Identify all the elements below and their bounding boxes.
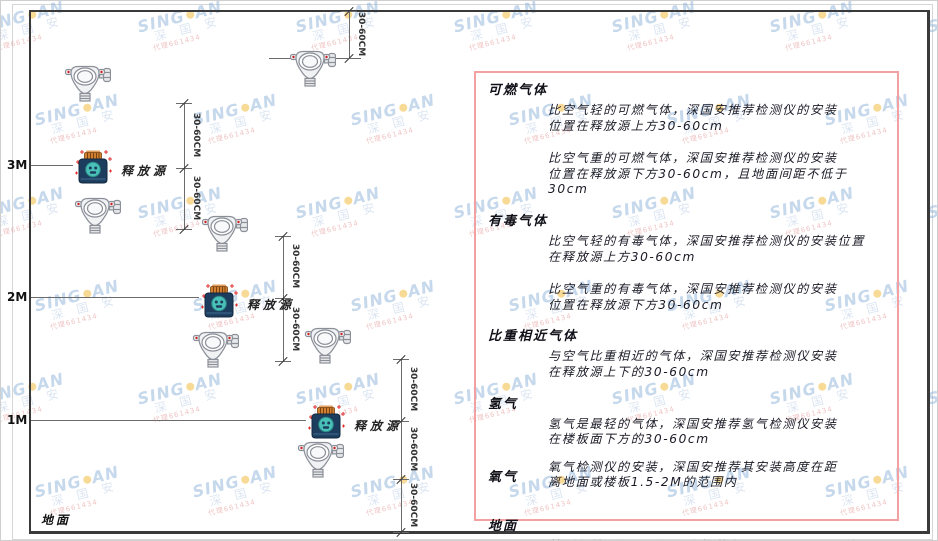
level-line bbox=[31, 165, 73, 166]
panel-section: 氧气 氧气检测仪的安装，深国安推荐其安装高度在距 离地面或楼板1.5-2M的范围内 bbox=[488, 460, 883, 491]
para-line: 在楼板面下方的30-60cm bbox=[548, 432, 710, 447]
dimension-line bbox=[401, 359, 402, 532]
gas-detector-icon bbox=[73, 195, 122, 235]
para-line: 氧气检测仪的安装，深国安推荐其安装高度在距 bbox=[548, 459, 838, 474]
level-line bbox=[31, 420, 306, 421]
ceiling-line bbox=[29, 10, 929, 12]
para-line: 比空气轻的可燃气体，深国安推荐检测仪的安装 bbox=[548, 103, 838, 117]
para-line: 离地面或楼板1.5-2M的范围内 bbox=[548, 475, 738, 490]
para-line: 比空气轻的有毒气体，深国安推荐检测仪的安装位置 bbox=[548, 233, 866, 248]
gas-detector-icon bbox=[63, 63, 112, 103]
release-source-label: 释放源 bbox=[354, 419, 403, 433]
right-wall-line bbox=[927, 10, 930, 534]
section-paragraph: 比空气重的有毒气体，深国安推荐检测仪的安装 位置在释放源下方30-60cm bbox=[548, 282, 883, 313]
gas-detector-icon bbox=[303, 325, 352, 365]
release-source-icon bbox=[71, 149, 115, 187]
dimension-label: 30-60CM bbox=[408, 426, 418, 472]
section-body: 检测仪地面间距，深国安推荐在30-60cm，且不得小于30cm，因为过低容易水溅… bbox=[488, 539, 883, 540]
dimension-label: 30-60CM bbox=[356, 11, 366, 56]
section-heading: 比重相近气体 bbox=[488, 329, 579, 345]
section-body: 与空气比重相近的气体，深国安推荐检测仪安装 在释放源上下的30-60cm bbox=[488, 349, 883, 380]
section-heading: 氢气 bbox=[488, 396, 519, 412]
section-body: 氧气检测仪的安装，深国安推荐其安装高度在距 离地面或楼板1.5-2M的范围内 bbox=[488, 460, 883, 491]
info-panel: 可燃气体 比空气轻的可燃气体，深国安推荐检测仪的安装 位置在释放源上方30-60c… bbox=[474, 71, 899, 540]
para-line: 比空气重的可燃气体，深国安推荐检测仪的安装 bbox=[548, 151, 838, 166]
section-heading: 可燃气体 bbox=[488, 83, 549, 98]
left-axis-line bbox=[29, 10, 31, 534]
panel-section: 地面 检测仪地面间距，深国安推荐在30-60cm，且不得小于30cm，因为过低容… bbox=[488, 515, 883, 540]
para-line: 30cm bbox=[548, 182, 589, 197]
para-line: 在释放源上方30-60cm bbox=[548, 249, 696, 264]
release-source-label: 释放源 bbox=[247, 298, 296, 312]
ground-line bbox=[29, 531, 929, 534]
gas-detector-icon bbox=[191, 329, 240, 369]
section-paragraph: 氧气检测仪的安装，深国安推荐其安装高度在距 离地面或楼板1.5-2M的范围内 bbox=[548, 460, 883, 491]
section-body: 比空气轻的可燃气体，深国安推荐检测仪的安装 位置在释放源上方30-60cm 比空气重… bbox=[488, 103, 883, 198]
gas-detector-icon bbox=[288, 48, 337, 88]
section-body: 氢气是最轻的气体，深国安推荐氢气检测仪安装 在楼板面下方的30-60cm bbox=[488, 417, 883, 448]
gas-detector-icon bbox=[296, 439, 345, 479]
section-paragraph: 比空气轻的有毒气体，深国安推荐检测仪的安装位置 在释放源上方30-60cm bbox=[548, 234, 883, 265]
dimension-line bbox=[349, 11, 350, 58]
level-line bbox=[31, 297, 199, 298]
section-heading: 有毒气体 bbox=[488, 213, 549, 229]
dimension-label: 30-60CM bbox=[408, 482, 418, 527]
section-paragraph: 比空气重的可燃气体，深国安推荐检测仪的安装 位置在释放源下方30-60cm，且地面… bbox=[548, 151, 883, 198]
panel-section: 比重相近气体 与空气比重相近的气体，深国安推荐检测仪安装 在释放源上下的30-60… bbox=[488, 325, 883, 380]
section-paragraph: 检测仪地面间距，深国安推荐在30-60cm，且不得小于30cm，因为过低容易水溅… bbox=[548, 539, 883, 540]
para-line: 与空气比重相近的气体，深国安推荐检测仪安装 bbox=[548, 349, 838, 364]
section-heading: 氧气 bbox=[488, 469, 519, 485]
dimension-label: 30-60CM bbox=[290, 243, 300, 289]
release-source-icon bbox=[304, 404, 348, 442]
dimension-label: 30-60CM bbox=[191, 112, 201, 157]
release-source-label: 释放源 bbox=[121, 164, 170, 178]
level-label: 2M bbox=[7, 290, 28, 304]
panel-section: 氢气 氢气是最轻的气体，深国安推荐氢气检测仪安装 在楼板面下方的30-60cm bbox=[488, 393, 883, 448]
section-paragraph: 比空气轻的可燃气体，深国安推荐检测仪的安装 位置在释放源上方30-60cm bbox=[548, 103, 883, 134]
para-line: 位置在释放源下方30-60cm bbox=[548, 297, 724, 312]
gas-detector-icon bbox=[200, 213, 249, 253]
para-line: 位置在释放源上方30-60cm bbox=[548, 118, 724, 133]
section-heading: 地面 bbox=[488, 518, 519, 534]
para-line: 氢气是最轻的气体，深国安推荐氢气检测仪安装 bbox=[548, 416, 838, 431]
section-paragraph: 氢气是最轻的气体，深国安推荐氢气检测仪安装 在楼板面下方的30-60cm bbox=[548, 417, 883, 448]
level-label: 3M bbox=[7, 158, 28, 172]
panel-section: 有毒气体 比空气轻的有毒气体，深国安推荐检测仪的安装位置 在释放源上方30-60c… bbox=[488, 210, 883, 313]
dimension-label: 30-60CM bbox=[408, 366, 418, 412]
panel-section: 可燃气体 比空气轻的可燃气体，深国安推荐检测仪的安装 位置在释放源上方30-60c… bbox=[488, 79, 883, 198]
section-body: 比空气轻的有毒气体，深国安推荐检测仪的安装位置 在释放源上方30-60cm 比空气重… bbox=[488, 234, 883, 313]
section-paragraph: 与空气比重相近的气体，深国安推荐检测仪安装 在释放源上下的30-60cm bbox=[548, 349, 883, 380]
para-line: 位置在释放源下方30-60cm，且地面间距不低于 bbox=[548, 166, 848, 181]
ground-label: 地面 bbox=[41, 513, 72, 527]
para-line: 在释放源上下的30-60cm bbox=[548, 364, 710, 379]
para-line: 比空气重的有毒气体，深国安推荐检测仪的安装 bbox=[548, 282, 838, 297]
level-label: 1M bbox=[7, 413, 28, 427]
release-source-icon bbox=[197, 283, 241, 321]
outer-border bbox=[12, 4, 933, 540]
para-line: 检测仪地面间距，深国安推荐在30-60cm，且不得 bbox=[548, 539, 861, 540]
